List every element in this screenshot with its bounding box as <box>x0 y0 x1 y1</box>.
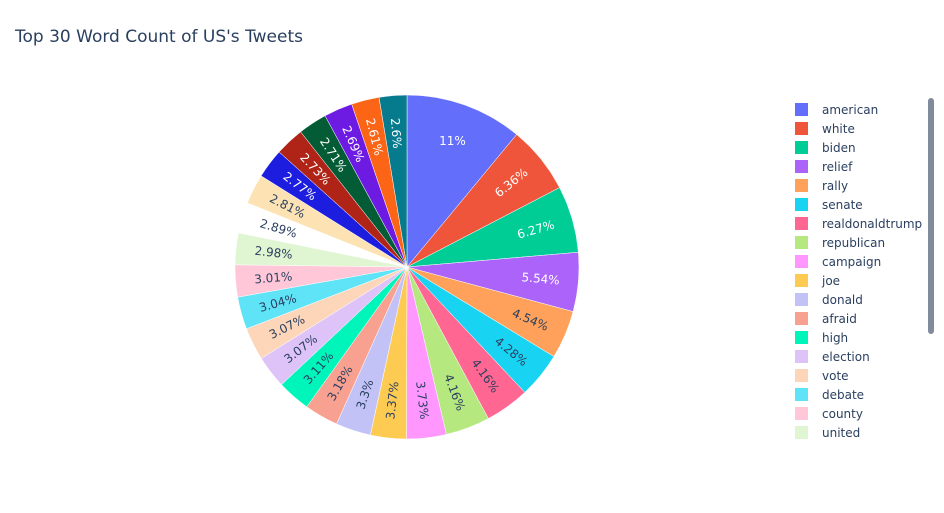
legend-swatch <box>795 369 808 382</box>
pie-slice-25[interactable] <box>378 94 408 268</box>
legend-swatch <box>795 179 808 192</box>
legend-item-donald[interactable]: donald <box>790 290 863 309</box>
legend-label: united <box>822 425 861 440</box>
slice-label: 3.01% <box>254 269 293 286</box>
legend-swatch <box>795 236 808 249</box>
pie-slice-american[interactable] <box>406 94 518 268</box>
legend-item-white[interactable]: white <box>790 119 855 138</box>
legend-item-biden[interactable]: biden <box>790 138 856 157</box>
legend-swatch <box>795 312 808 325</box>
legend-swatch <box>795 331 808 344</box>
legend-item-joe[interactable]: joe <box>790 271 840 290</box>
legend-label: biden <box>822 140 856 155</box>
slice-label: 5.54% <box>521 270 560 287</box>
slice-label: 2.98% <box>254 244 293 262</box>
legend-label: afraid <box>822 311 857 326</box>
legend-swatch <box>795 160 808 173</box>
legend-swatch <box>795 141 808 154</box>
legend-swatch <box>795 255 808 268</box>
legend-item-election[interactable]: election <box>790 347 870 366</box>
legend-swatch <box>795 122 808 135</box>
slice-label: 11% <box>439 134 466 148</box>
legend: american white biden relief rally senate reald… <box>790 100 935 450</box>
legend-item-american[interactable]: american <box>790 100 878 119</box>
legend-label: joe <box>822 273 841 288</box>
slice-label: 3.73% <box>413 381 431 420</box>
legend-label: election <box>822 349 870 364</box>
legend-swatch <box>795 426 808 439</box>
legend-item-united[interactable]: united <box>790 423 860 442</box>
legend-item-afraid[interactable]: afraid <box>790 309 857 328</box>
legend-item-high[interactable]: high <box>790 328 848 347</box>
legend-item-relief[interactable]: relief <box>790 157 852 176</box>
legend-item-county[interactable]: county <box>790 404 863 423</box>
slice-label: 3.37% <box>383 381 401 420</box>
pie-slices <box>234 94 580 440</box>
legend-scrollbar[interactable] <box>928 98 934 334</box>
legend-label: county <box>822 406 863 421</box>
legend-label: campaign <box>822 254 882 269</box>
legend-label: white <box>822 121 855 136</box>
legend-item-vote[interactable]: vote <box>790 366 849 385</box>
legend-item-debate[interactable]: debate <box>790 385 864 404</box>
legend-label: debate <box>822 387 865 402</box>
legend-label: republican <box>822 235 886 250</box>
legend-label: senate <box>822 197 863 212</box>
legend-label: rally <box>822 178 849 193</box>
legend-swatch <box>795 388 808 401</box>
legend-swatch <box>795 274 808 287</box>
legend-label: realdonaldtrump <box>822 216 923 231</box>
legend-item-realdonaldtrump[interactable]: realdonaldtrump <box>790 214 922 233</box>
legend-swatch <box>795 103 808 116</box>
legend-item-campaign[interactable]: campaign <box>790 252 881 271</box>
legend-swatch <box>795 350 808 363</box>
legend-label: relief <box>822 159 853 174</box>
legend-item-senate[interactable]: senate <box>790 195 863 214</box>
legend-label: donald <box>822 292 863 307</box>
legend-item-rally[interactable]: rally <box>790 176 848 195</box>
legend-item-republican[interactable]: republican <box>790 233 885 252</box>
legend-swatch <box>795 407 808 420</box>
legend-swatch <box>795 293 808 306</box>
legend-label: vote <box>822 368 849 383</box>
legend-label: american <box>822 102 879 117</box>
legend-label: high <box>822 330 849 345</box>
chart-title: Top 30 Word Count of US's Tweets <box>15 27 303 47</box>
legend-swatch <box>795 198 808 211</box>
slice-label: 2.6% <box>388 118 404 150</box>
legend-swatch <box>795 217 808 230</box>
